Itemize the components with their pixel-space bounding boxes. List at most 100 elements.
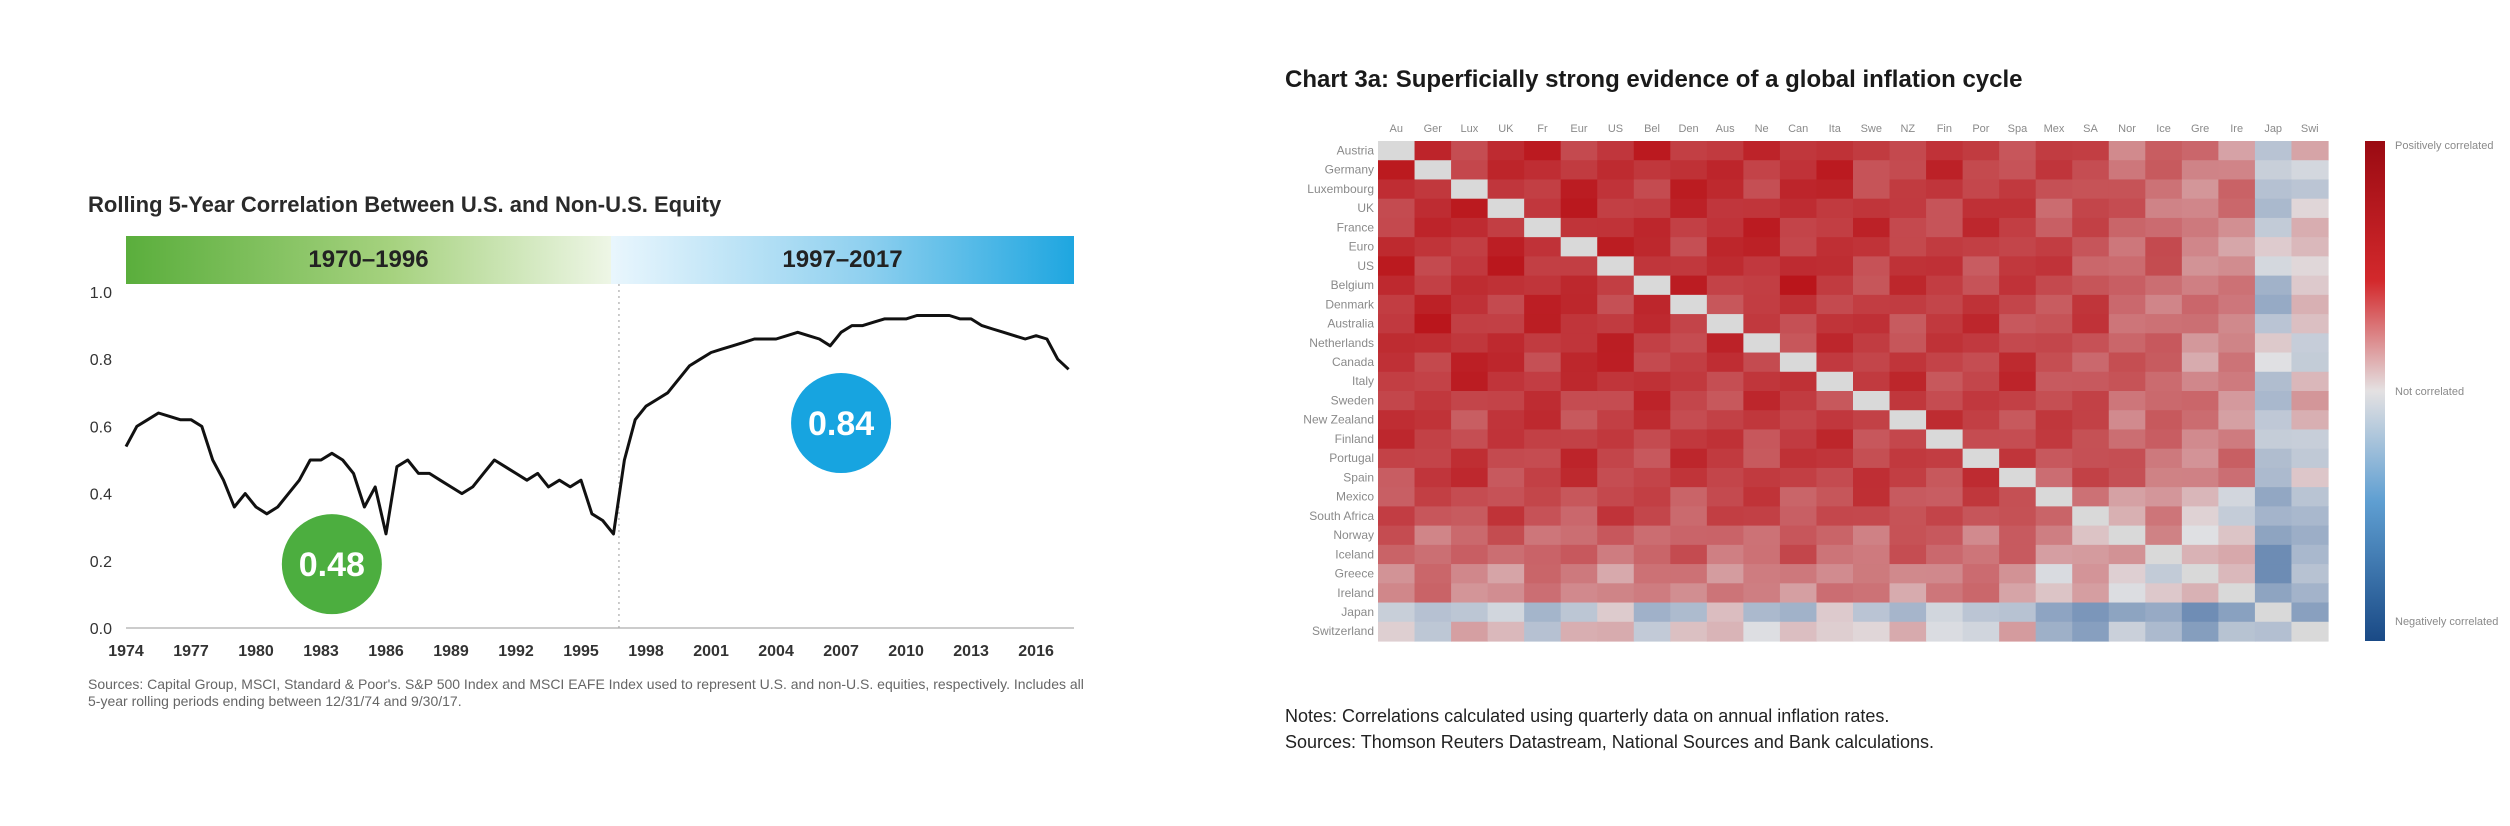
heatmap-cell-19-3 <box>1487 506 1525 527</box>
heatmap-cell-16-10 <box>1743 448 1781 469</box>
heatmap-cell-18-3 <box>1487 487 1525 507</box>
heatmap-cell-11-12 <box>1816 352 1854 373</box>
heatmap-cell-17-21 <box>2145 467 2183 488</box>
heatmap-cell-19-19 <box>2072 506 2110 527</box>
heatmap-cell-1-25 <box>2291 160 2329 181</box>
heatmap-cell-7-7 <box>1633 275 1671 296</box>
heatmap-cell-18-10 <box>1743 487 1781 507</box>
heatmap-cell-9-8 <box>1670 314 1708 334</box>
heatmap-cell-2-9 <box>1706 179 1744 200</box>
heatmap-cell-2-8 <box>1670 179 1708 200</box>
heatmap-cell-6-10 <box>1743 256 1781 277</box>
heatmap-cell-23-21 <box>2145 583 2183 604</box>
heatmap-cell-12-6 <box>1597 371 1635 392</box>
heatmap-cell-22-7 <box>1633 564 1671 584</box>
heatmap-row-label-16: Portugal <box>1329 451 1374 465</box>
heatmap-cell-2-15 <box>1926 179 1964 200</box>
heatmap-cell-4-14 <box>1889 217 1927 238</box>
heatmap-cell-17-1 <box>1414 467 1452 488</box>
heatmap-cell-16-5 <box>1560 448 1598 469</box>
x-tick-label-6: 1992 <box>498 643 534 660</box>
heatmap-cell-21-17 <box>1999 544 2037 565</box>
heatmap-cell-16-0 <box>1378 448 1416 469</box>
heatmap-cell-9-1 <box>1414 314 1452 334</box>
heatmap-cell-20-4 <box>1524 525 1562 546</box>
heatmap-cell-6-15 <box>1926 256 1964 277</box>
heatmap-cell-7-24 <box>2254 275 2293 296</box>
heatmap-cell-14-7 <box>1633 410 1671 431</box>
heatmap-cell-3-25 <box>2291 198 2329 219</box>
heatmap-cell-2-3 <box>1487 179 1525 200</box>
heatmap-cell-11-5 <box>1560 352 1598 373</box>
heatmap-cell-21-13 <box>1853 544 1891 565</box>
heatmap-cell-24-5 <box>1560 602 1598 623</box>
heatmap-cell-18-5 <box>1560 487 1598 507</box>
heatmap-cell-13-19 <box>2072 391 2110 411</box>
heatmap-col-label-9: Aus <box>1716 123 1735 135</box>
heatmap-cell-24-18 <box>2035 602 2073 623</box>
heatmap-cell-11-20 <box>2108 352 2146 373</box>
heatmap-cell-19-23 <box>2218 506 2256 527</box>
x-tick-label-13: 2013 <box>953 643 989 660</box>
colorbar-label-negative: Negatively correlated <box>2395 616 2498 628</box>
heatmap-row-label-22: Greece <box>1335 567 1375 581</box>
heatmap-cell-10-25 <box>2291 333 2329 354</box>
heatmap-cell-18-1 <box>1414 487 1452 507</box>
heatmap-cell-7-21 <box>2145 275 2183 296</box>
heatmap-cell-25-11 <box>1779 621 1818 642</box>
heatmap-cell-18-20 <box>2108 487 2146 507</box>
heatmap-cell-18-14 <box>1889 487 1927 507</box>
heatmap-cell-16-7 <box>1633 448 1671 469</box>
heatmap-cell-13-17 <box>1999 391 2037 411</box>
heatmap-cell-25-7 <box>1633 621 1671 642</box>
heatmap-cell-7-2 <box>1451 275 1489 296</box>
heatmap-cell-5-19 <box>2072 237 2110 257</box>
heatmap-cell-10-20 <box>2108 333 2146 354</box>
heatmap-cell-16-8 <box>1670 448 1708 469</box>
heatmap-cell-0-9 <box>1706 141 1744 161</box>
heatmap-cell-17-23 <box>2218 467 2256 488</box>
heatmap-cell-21-18 <box>2035 544 2073 565</box>
heatmap-cell-0-19 <box>2072 141 2110 161</box>
heatmap-cell-7-12 <box>1816 275 1854 296</box>
heatmap-cell-23-9 <box>1706 583 1744 604</box>
heatmap-cell-15-11 <box>1779 429 1818 450</box>
heatmap-cell-7-22 <box>2181 275 2219 296</box>
heatmap-cell-23-22 <box>2181 583 2219 604</box>
heatmap-cell-19-24 <box>2254 506 2293 527</box>
heatmap-cell-23-4 <box>1524 583 1562 604</box>
heatmap-cell-23-10 <box>1743 583 1781 604</box>
heatmap-row-label-15: Finland <box>1335 432 1374 446</box>
heatmap-cell-2-13 <box>1853 179 1891 200</box>
heatmap-cell-12-7 <box>1633 371 1671 392</box>
heatmap-cell-10-6 <box>1597 333 1635 354</box>
heatmap-cell-6-14 <box>1889 256 1927 277</box>
heatmap-cell-12-25 <box>2291 371 2329 392</box>
heatmap-cell-17-7 <box>1633 467 1671 488</box>
heatmap-col-label-22: Gre <box>2191 123 2209 135</box>
heatmap-cell-2-19 <box>2072 179 2110 200</box>
heatmap-cell-17-19 <box>2072 467 2110 488</box>
heatmap-cell-19-20 <box>2108 506 2146 527</box>
heatmap-cell-2-24 <box>2254 179 2293 200</box>
heatmap-cell-6-25 <box>2291 256 2329 277</box>
heatmap-cell-14-4 <box>1524 410 1562 431</box>
heatmap-cell-12-3 <box>1487 371 1525 392</box>
heatmap-cell-3-15 <box>1926 198 1964 219</box>
heatmap-cell-12-15 <box>1926 371 1964 392</box>
heatmap-cell-5-10 <box>1743 237 1781 257</box>
heatmap-cell-21-15 <box>1926 544 1964 565</box>
heatmap-cell-0-3 <box>1487 141 1525 161</box>
heatmap-cell-25-14 <box>1889 621 1927 642</box>
heatmap-cell-3-4 <box>1524 198 1562 219</box>
heatmap-cell-20-3 <box>1487 525 1525 546</box>
heatmap-col-label-2: Lux <box>1460 123 1478 135</box>
heatmap-cell-14-6 <box>1597 410 1635 431</box>
heatmap-cell-10-9 <box>1706 333 1744 354</box>
heatmap-cell-16-12 <box>1816 448 1854 469</box>
heatmap-cell-10-18 <box>2035 333 2073 354</box>
heatmap-cell-13-13 <box>1853 391 1891 411</box>
heatmap-cell-9-18 <box>2035 314 2073 334</box>
heatmap-cell-8-17 <box>1999 294 2037 315</box>
heatmap-cell-15-23 <box>2218 429 2256 450</box>
